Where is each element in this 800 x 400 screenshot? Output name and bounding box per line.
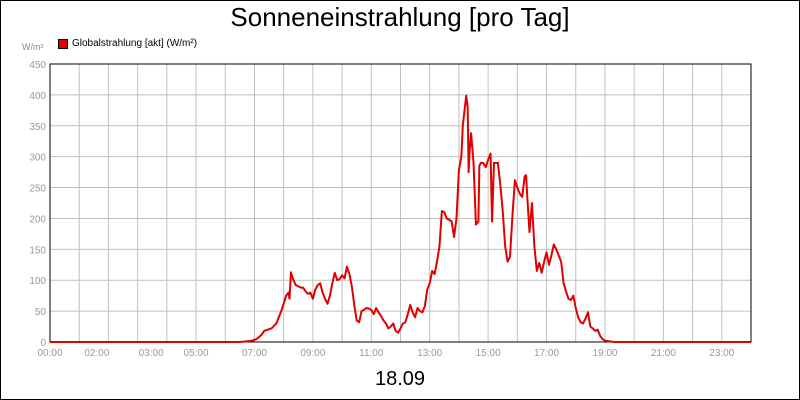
legend-swatch [58, 38, 68, 49]
x-tick-label: 00:00 [37, 348, 62, 359]
date-label: 18.09 [374, 368, 426, 390]
series-line [50, 94, 751, 343]
y-tick-label: 350 [29, 122, 46, 133]
y-tick-label: 300 [29, 153, 46, 164]
x-tick-label: 21:00 [651, 348, 676, 359]
y-tick-label: 400 [29, 91, 46, 102]
y-tick-label: 150 [29, 245, 46, 256]
x-tick-label: 11:00 [359, 348, 384, 359]
chart-title: Sonneneinstrahlung [pro Tag] [230, 2, 570, 32]
legend: Globalstrahlung [akt] (W/m²) [58, 38, 197, 49]
y-tick-label: 200 [29, 214, 46, 225]
y-tick-label: 0 [40, 338, 46, 349]
y-tick-label: 450 [29, 60, 46, 71]
y-tick-label: 50 [35, 307, 47, 318]
series-layer [50, 94, 751, 343]
y-tick-label: 100 [29, 276, 46, 287]
y-unit-label: W/m² [22, 42, 44, 52]
x-tick-label: 09:00 [300, 348, 325, 359]
y-tick-label: 250 [29, 184, 46, 195]
plot-border [49, 63, 752, 343]
x-tick-label: 02:00 [84, 348, 109, 359]
x-tick-label: 17:00 [534, 348, 559, 359]
x-tick-label: 03:00 [139, 348, 164, 359]
legend-label: Globalstrahlung [akt] (W/m²) [72, 38, 198, 49]
grid [49, 63, 752, 343]
x-tick-label: 15:00 [476, 348, 501, 359]
x-tick-label: 07:00 [242, 348, 267, 359]
x-tick-label: 19:00 [592, 348, 617, 359]
x-tick-label: 05:00 [184, 348, 209, 359]
x-tick-label: 23:00 [709, 348, 734, 359]
axes: 0 50 100 150 200 250 300 350 400 450 00:00 02:00 03:… [29, 60, 752, 359]
x-tick-label: 13:00 [417, 348, 442, 359]
